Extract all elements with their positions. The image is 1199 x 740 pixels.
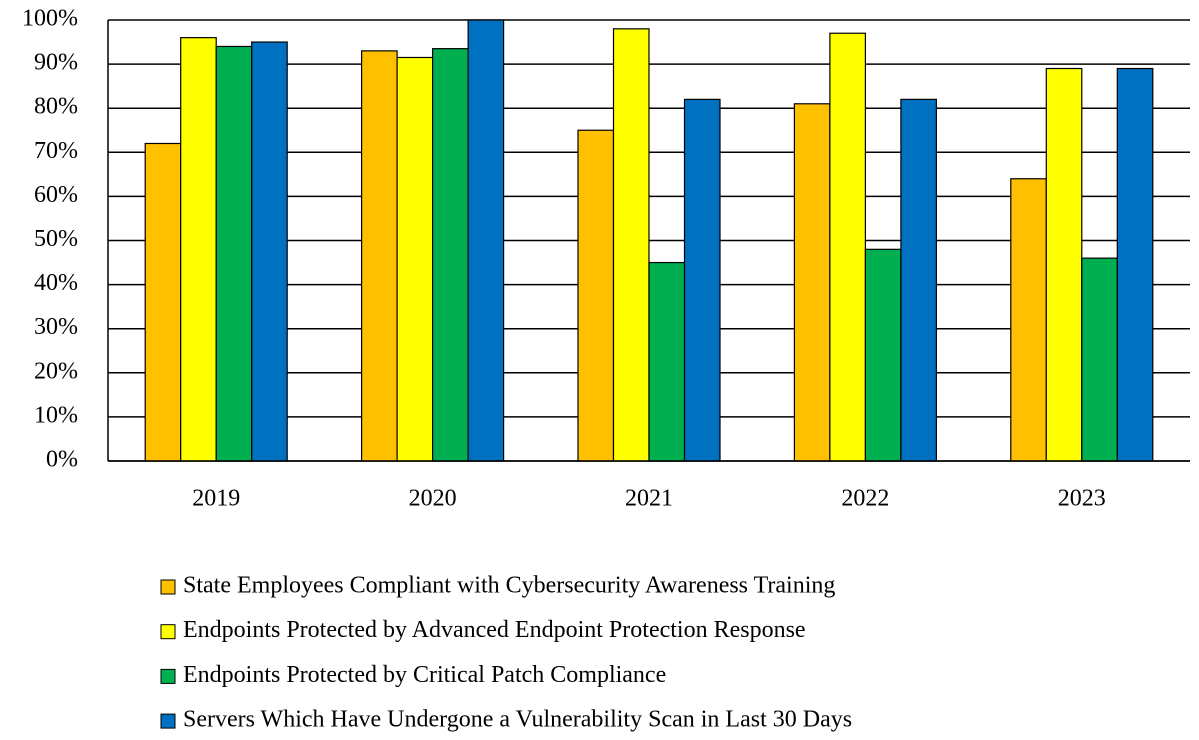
bar [432, 48, 469, 462]
bar [180, 37, 217, 462]
y-tick-label: 70% [34, 138, 78, 164]
bar [577, 129, 615, 462]
bar [396, 56, 434, 462]
y-tick-label: 100% [22, 6, 78, 32]
bar [612, 28, 650, 462]
legend-swatch [160, 713, 176, 729]
y-tick-label: 40% [34, 270, 78, 296]
bar [648, 261, 686, 462]
bar [829, 32, 867, 462]
x-tick-label: 2019 [192, 486, 240, 512]
legend-label: State Employees Compliant with Cybersecu… [183, 573, 835, 599]
y-tick-label: 10% [34, 402, 78, 428]
x-tick-label: 2021 [625, 486, 673, 512]
bar [215, 45, 253, 462]
legend-swatch [160, 668, 176, 684]
x-tick-label: 2022 [841, 486, 889, 512]
bar [467, 19, 505, 462]
y-tick-label: 90% [34, 50, 78, 76]
bar [1116, 67, 1154, 462]
bar [251, 41, 288, 462]
bar [793, 103, 831, 462]
legend-label: Servers Which Have Undergone a Vulnerabi… [183, 707, 852, 733]
y-tick-label: 60% [34, 182, 78, 208]
legend-label: Endpoints Protected by Advanced Endpoint… [183, 617, 806, 643]
y-tick-label: 0% [46, 447, 78, 473]
bar [144, 142, 182, 462]
bar [864, 248, 902, 462]
y-tick-label: 20% [34, 358, 78, 384]
bar [900, 98, 938, 462]
x-tick-label: 2023 [1058, 486, 1106, 512]
y-tick-label: 30% [34, 314, 78, 340]
bar [683, 98, 721, 462]
y-tick-label: 80% [34, 94, 78, 120]
bar [1010, 178, 1047, 462]
bar [1081, 257, 1118, 462]
legend-swatch [160, 579, 176, 595]
y-tick-label: 50% [34, 226, 78, 252]
legend-swatch [160, 624, 176, 640]
x-tick-label: 2020 [409, 486, 457, 512]
bar [361, 50, 398, 462]
bar [1045, 67, 1083, 462]
legend-label: Endpoints Protected by Critical Patch Co… [183, 662, 666, 688]
